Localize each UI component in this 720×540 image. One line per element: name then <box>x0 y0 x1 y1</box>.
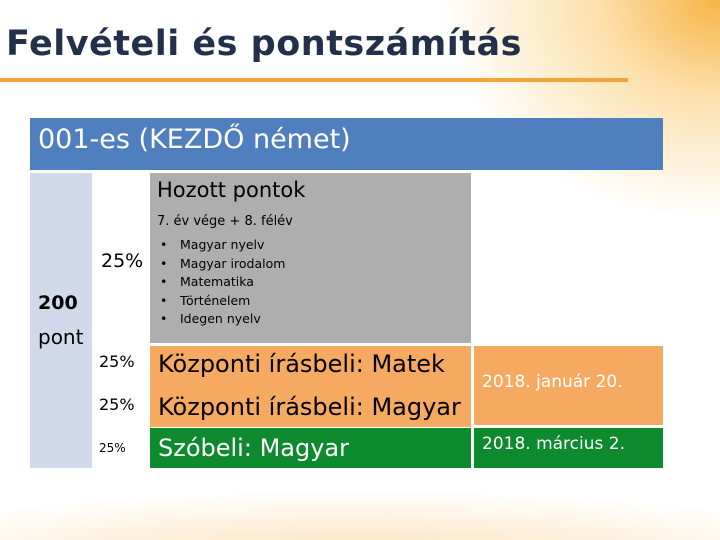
hozott-title: Hozott pontok <box>157 178 306 202</box>
total-points-unit: pont <box>38 325 84 349</box>
total-points-value: 200 <box>38 292 78 314</box>
written-exam-date: 2018. január 20. <box>482 372 623 392</box>
row-label-math: Központi írásbeli: Matek <box>158 350 445 378</box>
oral-exam-date: 2018. március 2. <box>482 434 625 454</box>
row-label-oral: Szóbeli: Magyar <box>158 434 349 462</box>
written-exam-cell <box>150 346 471 427</box>
slide-title: Felvételi és pontszámítás <box>6 24 522 64</box>
list-item: • Magyar nyelv <box>160 236 285 255</box>
title-underline <box>0 78 628 82</box>
bullet-icon: • <box>160 274 168 289</box>
list-item: • Matematika <box>160 273 285 292</box>
bullet-icon: • <box>160 255 168 271</box>
bullet-icon: • <box>160 237 168 252</box>
program-header-bar <box>30 118 663 170</box>
hozott-percent: 25% <box>101 250 144 272</box>
hozott-subtitle: 7. év vége + 8. félév <box>157 214 293 229</box>
subject-list: • Magyar nyelv • Magyar irodalom • Matemati… <box>160 236 285 329</box>
oral-exam-cell <box>150 428 471 468</box>
row-percent-hungarian: 25% <box>99 395 135 414</box>
oral-date-cell <box>474 428 663 468</box>
row-percent-math: 25% <box>99 352 135 371</box>
list-item: • Idegen nyelv <box>160 310 285 329</box>
percent-column <box>95 173 147 468</box>
list-item: • Történelem <box>160 292 285 311</box>
written-date-cell <box>474 346 663 425</box>
bullet-icon: • <box>160 311 168 326</box>
row-label-hungarian: Központi írásbeli: Magyar <box>158 393 461 421</box>
list-item: • Magyar irodalom <box>160 255 285 274</box>
row-percent-oral: 25% <box>99 441 126 455</box>
total-points-cell <box>30 173 92 468</box>
bullet-icon: • <box>160 292 168 308</box>
hozott-pontok-cell <box>150 173 471 343</box>
program-header-text: 001-es (KEZDŐ német) <box>38 124 351 155</box>
